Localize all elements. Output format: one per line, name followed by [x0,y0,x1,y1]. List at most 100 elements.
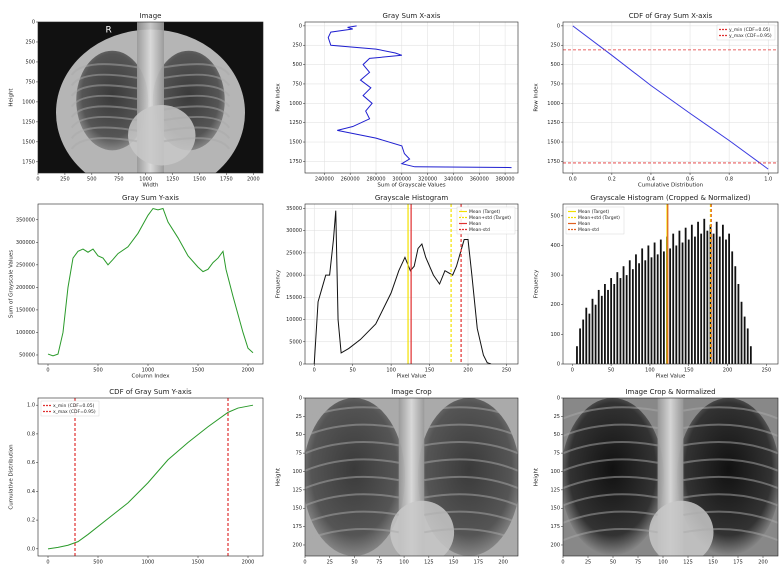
y-tick-label: 750 [550,81,560,87]
rib [683,423,778,437]
x-axis-label: Column Index [132,374,171,380]
y-axis-label: Row Index [534,83,540,112]
y-tick-label: 1000 [289,101,302,107]
bar [684,227,687,364]
y-tick-label: 0 [557,23,560,29]
legend-label: Mean [469,221,481,227]
rib [305,510,399,524]
rib [424,510,518,524]
rib [683,475,778,489]
y-tick-label: 1.0 [27,403,35,409]
x-tick-label: 1250 [166,177,179,183]
bar [712,233,715,364]
bar [647,245,650,364]
axes-frame [562,203,779,365]
y-tick-label: 300000 [16,240,35,246]
y-tick-label: 50 [554,432,560,438]
y-axis-label: Sum of Grayscale Values [9,250,15,318]
y-tick-label: 1000 [547,101,560,107]
y-tick-label: 25 [296,414,302,420]
y-tick-label: 0.0 [27,546,35,552]
legend-label: x_max (CDF=0.95) [53,409,96,415]
rib [163,94,231,108]
series-line [313,210,492,364]
legend-label: Mean+std (Target) [578,215,620,221]
plot-area [47,398,254,556]
bar [628,260,631,364]
x-tick-label: 200 [498,560,508,566]
y-axis-label: Cumulative Distribution [9,444,15,510]
y-tick-label: 250 [550,43,560,49]
rib [424,528,518,542]
x-tick-label: 150 [708,560,718,566]
y-tick-label: 1250 [22,119,35,125]
y-tick-label: 1000 [22,99,35,105]
y-tick-label: 1750 [289,159,302,165]
y-tick-label: 1500 [22,139,35,145]
y-tick-label: 200 [550,302,560,308]
rib [70,63,138,76]
x-tick-label: 240000 [315,177,334,183]
chart-title: CDF of Gray Sum X-axis [629,12,713,20]
series-line [47,207,254,357]
y-tick-label: 1500 [547,140,560,146]
rib [424,423,518,437]
rib [305,493,399,507]
chart-title: Image [140,12,162,20]
bar [638,263,640,364]
y-tick-label: 750 [25,79,35,85]
y-tick-label: 125 [550,487,560,493]
rib [305,528,399,542]
bar [604,284,606,364]
annotation: R [106,26,112,36]
x-tick-label: 1750 [220,177,233,183]
rib [305,423,399,437]
x-tick-label: 0 [571,368,574,374]
y-tick-label: 300 [550,273,560,279]
bar [613,284,616,364]
bar [656,254,659,364]
chart-title: Grayscale Histogram [375,194,448,202]
x-tick-label: 300000 [392,177,411,183]
y-tick-label: 0 [299,362,302,368]
bar [694,236,696,364]
rib [683,528,778,542]
y-axis-label: Height [534,467,540,486]
x-tick-label: 0 [303,560,306,566]
bar [681,242,684,364]
x-tick-label: 25 [585,560,591,566]
bar [619,278,622,364]
y-tick-label: 50 [296,432,302,438]
axes-frame [37,397,264,557]
x-tick-label: 50 [608,368,614,374]
bar [631,269,634,364]
x-tick-label: 25 [327,560,333,566]
x-tick-label: 250 [60,177,70,183]
bar [663,251,665,364]
bar [610,278,613,364]
y-tick-label: 100000 [16,330,35,336]
plot-area [563,22,778,173]
x-tick-label: 0 [46,368,49,374]
rib [563,475,658,489]
bar [653,242,656,364]
rib [563,510,658,524]
x-tick-label: 125 [424,560,434,566]
x-axis-label: Sum of Grayscale Values [377,183,445,189]
bar [743,316,746,364]
bar [718,236,721,364]
rib [563,441,658,455]
y-tick-label: 500 [292,62,302,68]
bar [697,221,699,364]
x-tick-label: 750 [114,177,124,183]
bar [700,233,703,364]
legend-label: Mean (Target) [469,209,500,215]
bar [740,301,743,364]
legend-label: y_max (CDF=0.95) [729,33,772,39]
y-tick-label: 100 [550,332,560,338]
heart [649,500,714,556]
y-tick-label: 0.2 [27,518,35,524]
rib [683,406,778,420]
x-tick-label: 500 [87,177,97,183]
